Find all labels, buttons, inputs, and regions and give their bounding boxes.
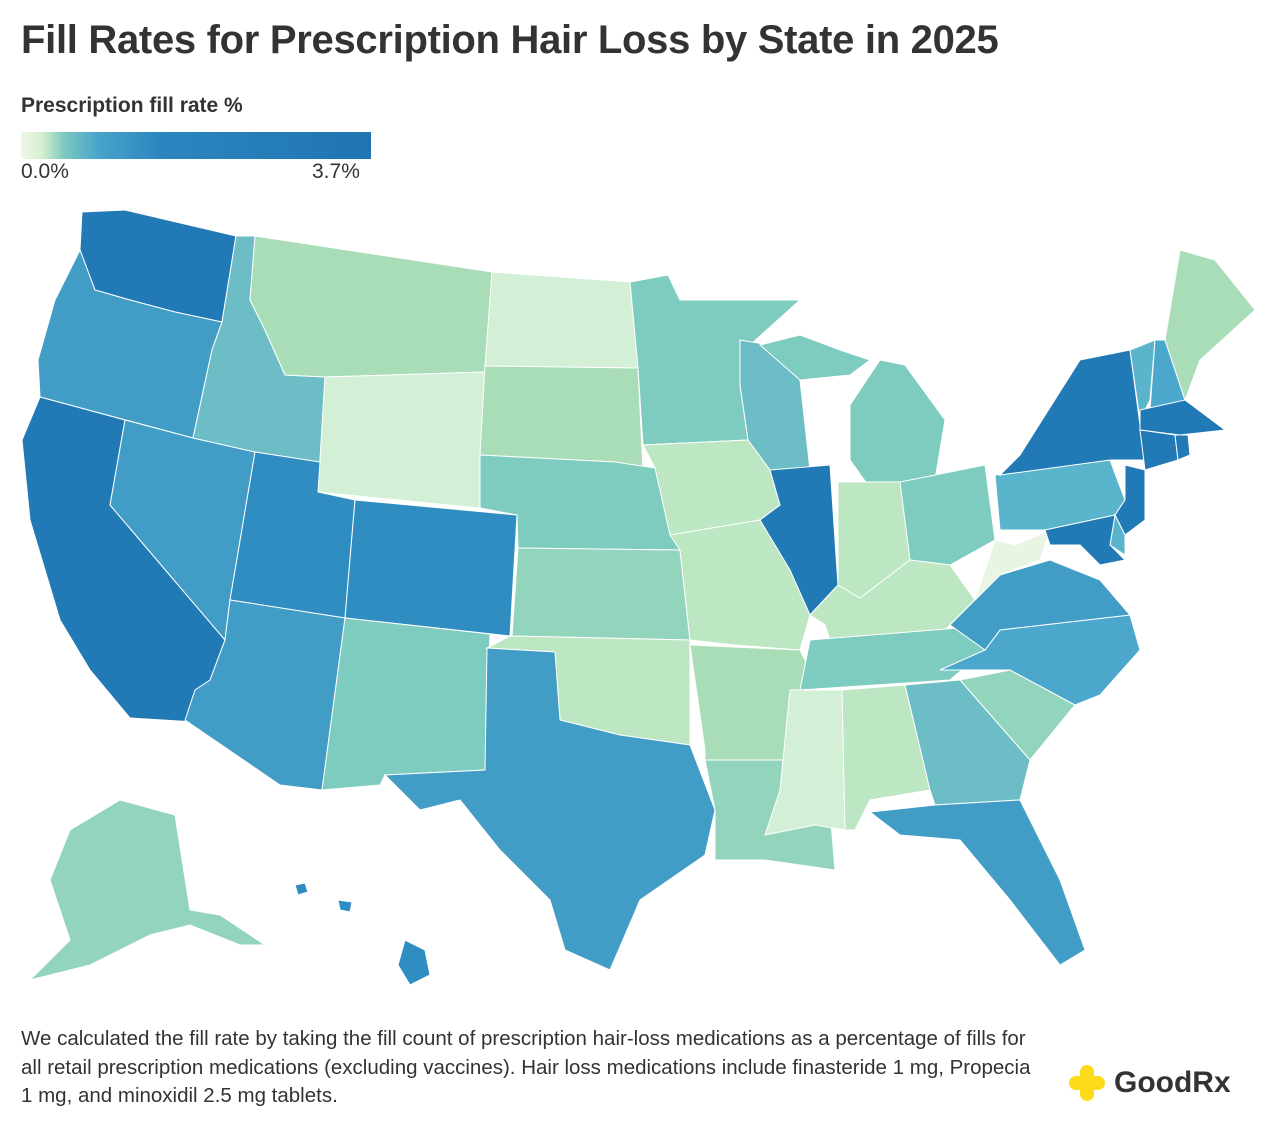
state-nm [321, 617, 491, 791]
state-ky [809, 559, 976, 641]
brand-name: GoodRx [1114, 1066, 1231, 1099]
state-ny [998, 349, 1146, 476]
state-me [1164, 249, 1256, 402]
legend-max: 3.7% [312, 160, 360, 183]
state-mt [249, 235, 493, 378]
state-mi [758, 334, 872, 381]
goodrx-logo: GoodRx [1068, 1064, 1231, 1102]
legend-color-bar [21, 132, 371, 159]
state-hi [397, 939, 431, 986]
state-ks [511, 547, 691, 641]
legend-min: 0.0% [21, 160, 69, 183]
state-hi [294, 882, 309, 896]
state-sd [479, 365, 644, 471]
state-wy [317, 371, 486, 509]
state-il [759, 464, 839, 616]
page-title: Fill Rates for Prescription Hair Loss by… [21, 18, 999, 62]
state-co [344, 499, 518, 637]
state-ri [1174, 434, 1191, 461]
state-md [1044, 514, 1127, 566]
state-mi [849, 359, 946, 489]
state-fl [868, 799, 1086, 966]
state-oh [899, 464, 996, 566]
state-tx [383, 647, 716, 971]
footnote: We calculated the fill rate by taking th… [21, 1027, 1031, 1107]
plus-logo-icon [1069, 1065, 1105, 1101]
legend-title: Prescription fill rate % [21, 94, 243, 117]
state-nd [484, 271, 639, 369]
state-vt [1129, 339, 1156, 422]
state-hi [337, 899, 353, 913]
state-ct [1139, 429, 1179, 471]
state-ak [28, 799, 267, 981]
